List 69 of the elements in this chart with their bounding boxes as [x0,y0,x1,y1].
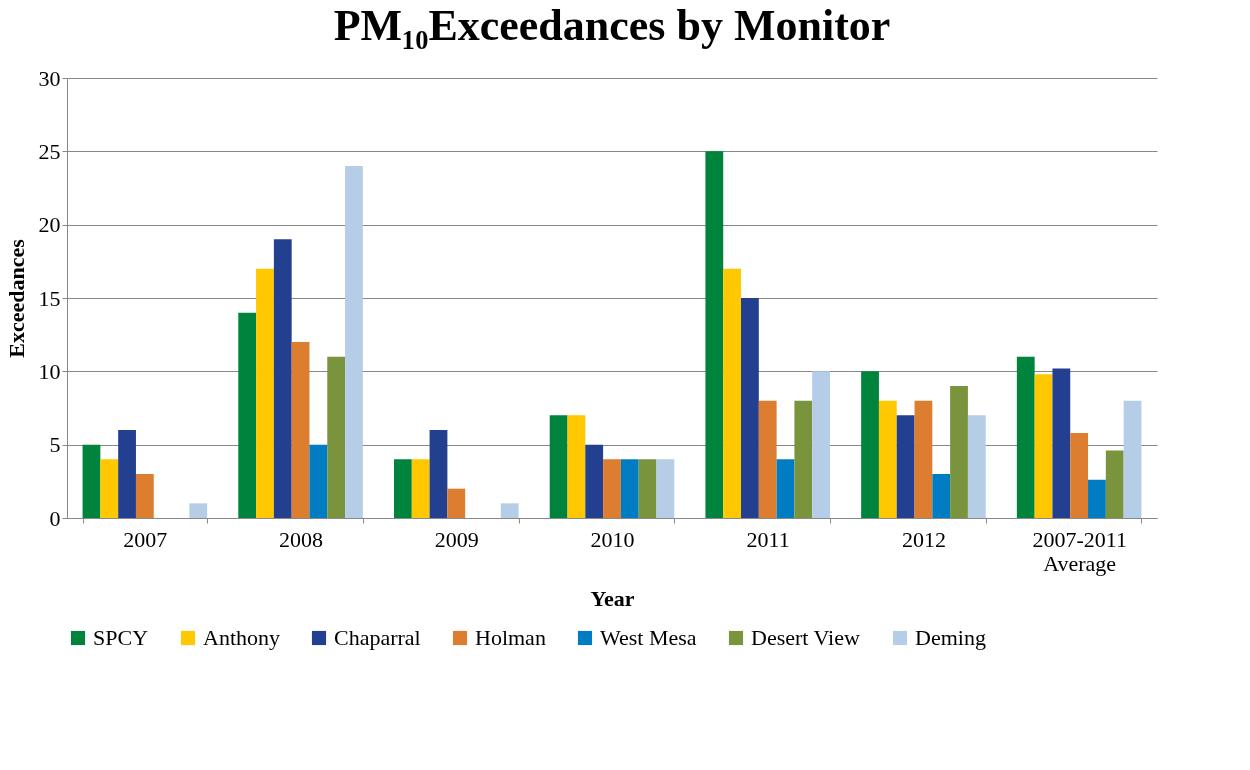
bar [118,430,136,518]
y-tick-label: 5 [49,432,61,458]
bar [932,474,951,518]
bar [705,151,724,518]
bar [100,459,119,518]
x-tick-label: 2011 [746,526,790,552]
bar [758,400,777,518]
bar [309,444,328,518]
bar [411,459,430,518]
x-axis-title: Year [590,585,635,611]
x-tick-label: 2012 [901,526,946,552]
bar [82,444,101,518]
bar [776,459,795,518]
bar [327,356,346,518]
bar [812,371,830,518]
bar [238,312,257,518]
bar [256,268,274,518]
bar [291,342,310,518]
bar [1016,356,1035,518]
bar [1105,450,1124,518]
legend-label: Chaparral [334,625,421,650]
bar [447,488,466,518]
x-tick-label: 2008 [279,526,324,552]
bar [1123,400,1142,518]
y-tick-label: 20 [38,212,61,238]
bar [1088,479,1106,518]
y-tick-label: 25 [38,138,61,164]
bar [345,166,363,518]
bar [585,444,604,518]
chart-title: PM₁₀Exceedances by Monitor [333,1,891,50]
legend-label: SPCY [93,625,149,650]
bar [638,459,657,518]
bar [189,503,208,518]
y-tick-label: 15 [38,285,61,311]
x-tick-label: 2010 [590,526,635,552]
y-tick-label: 10 [38,358,61,384]
bar [394,459,412,518]
bar [896,415,915,518]
bar [1070,432,1089,518]
bar [1034,374,1053,518]
bar [429,430,448,518]
y-axis-title: Exceedances [3,238,29,358]
legend-label: Deming [915,625,986,650]
bar [1052,368,1071,518]
bar [723,268,742,518]
bar [861,371,879,518]
legend-label: West Mesa [600,625,697,650]
bar [950,386,968,518]
y-tick-label: 0 [49,505,61,531]
bar [741,298,759,518]
bar [656,459,675,518]
bar [273,239,292,518]
bar [914,400,933,518]
bar [603,459,621,518]
y-tick-label: 30 [38,65,61,91]
x-tick-label: 2009 [434,526,479,552]
bar [967,415,986,518]
bar [549,415,568,518]
x-tick-label: 2007-2011 Average [1032,526,1127,576]
bar [135,474,154,518]
bar [500,503,519,518]
bar [794,400,813,518]
bar [878,400,897,518]
x-tick-label: 2007 [123,526,168,552]
bar [620,459,639,518]
legend-label: Holman [475,625,546,650]
legend-label: Desert View [751,625,860,650]
legend-label: Anthony [203,625,280,650]
bar [567,415,586,518]
